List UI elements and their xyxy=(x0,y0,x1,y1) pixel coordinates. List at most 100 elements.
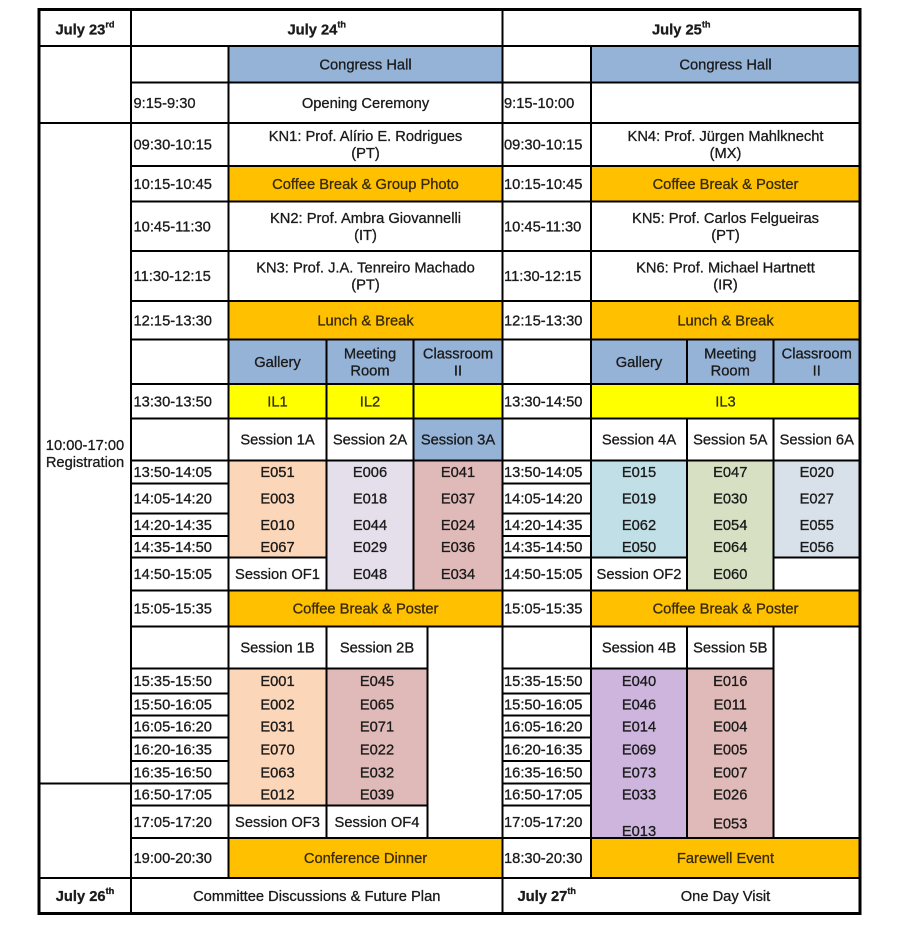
svg-text:Session 1A: Session 1A xyxy=(240,433,315,449)
svg-text:14:50-15:05: 14:50-15:05 xyxy=(504,567,582,583)
svg-text:Farewell Event: Farewell Event xyxy=(677,851,774,867)
svg-text:13:50-14:05: 13:50-14:05 xyxy=(504,465,582,481)
svg-text:17:05-17:20: 17:05-17:20 xyxy=(504,815,582,831)
svg-text:E019: E019 xyxy=(622,492,656,508)
svg-text:E026: E026 xyxy=(713,788,747,804)
svg-text:Session 5A: Session 5A xyxy=(693,433,768,449)
svg-text:17:05-17:20: 17:05-17:20 xyxy=(134,815,212,831)
svg-text:14:50-15:05: 14:50-15:05 xyxy=(134,567,212,583)
svg-text:Lunch & Break: Lunch & Break xyxy=(677,313,774,329)
svg-text:July 24th: July 24th xyxy=(288,19,347,38)
svg-text:E020: E020 xyxy=(800,465,834,481)
svg-text:(PT): (PT) xyxy=(711,228,740,244)
svg-text:E033: E033 xyxy=(622,788,656,804)
svg-text:E047: E047 xyxy=(713,465,747,481)
svg-text:Session 4A: Session 4A xyxy=(602,433,677,449)
svg-text:13:30-14:50: 13:30-14:50 xyxy=(504,394,582,410)
svg-text:Session OF3: Session OF3 xyxy=(235,815,320,831)
svg-text:E053: E053 xyxy=(713,817,747,833)
svg-text:E054: E054 xyxy=(713,518,747,534)
svg-text:Coffee Break & Poster: Coffee Break & Poster xyxy=(293,602,439,618)
svg-text:E040: E040 xyxy=(622,674,656,690)
svg-text:E030: E030 xyxy=(713,492,747,508)
svg-text:E041: E041 xyxy=(441,465,475,481)
svg-text:E044: E044 xyxy=(353,518,387,534)
svg-text:10:15-10:45: 10:15-10:45 xyxy=(134,177,212,193)
svg-text:E002: E002 xyxy=(260,698,294,714)
svg-text:13:30-13:50: 13:30-13:50 xyxy=(134,394,212,410)
svg-text:E006: E006 xyxy=(353,465,387,481)
svg-text:IL2: IL2 xyxy=(360,394,380,410)
svg-text:14:35-14:50: 14:35-14:50 xyxy=(504,540,582,556)
svg-text:Session 4B: Session 4B xyxy=(602,641,677,657)
svg-text:Session 2B: Session 2B xyxy=(340,641,415,657)
svg-text:Congress Hall: Congress Hall xyxy=(319,57,411,73)
svg-text:Session 1B: Session 1B xyxy=(240,641,315,657)
svg-text:E051: E051 xyxy=(260,465,294,481)
svg-text:July 23rd: July 23rd xyxy=(56,19,115,38)
svg-text:12:15-13:30: 12:15-13:30 xyxy=(134,313,212,329)
svg-text:Committee Discussions & Future: Committee Discussions & Future Plan xyxy=(193,889,440,905)
svg-text:15:35-15:50: 15:35-15:50 xyxy=(134,674,212,690)
svg-text:July 26th: July 26th xyxy=(56,886,115,905)
svg-text:E024: E024 xyxy=(441,518,475,534)
svg-text:E069: E069 xyxy=(622,742,656,758)
svg-text:IL1: IL1 xyxy=(267,394,287,410)
svg-text:E064: E064 xyxy=(713,540,747,556)
svg-text:E036: E036 xyxy=(441,540,475,556)
svg-text:Session OF4: Session OF4 xyxy=(335,815,420,831)
svg-text:Session OF1: Session OF1 xyxy=(235,567,320,583)
svg-text:15:50-16:05: 15:50-16:05 xyxy=(134,698,212,714)
svg-text:16:20-16:35: 16:20-16:35 xyxy=(504,742,582,758)
svg-text:E001: E001 xyxy=(260,674,294,690)
svg-text:II: II xyxy=(813,363,821,379)
svg-text:16:50-17:05: 16:50-17:05 xyxy=(134,788,212,804)
svg-text:09:30-10:15: 09:30-10:15 xyxy=(134,138,212,154)
svg-text:14:35-14:50: 14:35-14:50 xyxy=(134,540,212,556)
svg-text:11:30-12:15: 11:30-12:15 xyxy=(134,269,211,285)
svg-text:KN5: Prof. Carlos Felgueiras: KN5: Prof. Carlos Felgueiras xyxy=(632,211,819,227)
svg-text:15:05-15:35: 15:05-15:35 xyxy=(134,602,212,618)
svg-text:14:05-14:20: 14:05-14:20 xyxy=(134,492,212,508)
svg-text:E037: E037 xyxy=(441,492,475,508)
svg-text:Conference Dinner: Conference Dinner xyxy=(304,851,427,867)
svg-text:Session OF2: Session OF2 xyxy=(597,567,682,583)
svg-text:Room: Room xyxy=(711,363,750,379)
svg-text:E067: E067 xyxy=(260,540,294,556)
svg-text:E063: E063 xyxy=(260,765,294,781)
svg-text:E016: E016 xyxy=(713,674,747,690)
svg-text:KN2: Prof. Ambra Giovannelli: KN2: Prof. Ambra Giovannelli xyxy=(270,211,461,227)
svg-text:July 27th: July 27th xyxy=(518,886,577,905)
svg-text:19:00-20:30: 19:00-20:30 xyxy=(134,851,212,867)
svg-text:12:15-13:30: 12:15-13:30 xyxy=(504,313,582,329)
svg-text:E015: E015 xyxy=(622,465,656,481)
svg-text:E048: E048 xyxy=(353,567,387,583)
svg-text:9:15-10:00: 9:15-10:00 xyxy=(504,96,574,112)
svg-text:16:35-16:50: 16:35-16:50 xyxy=(134,765,212,781)
svg-text:E011: E011 xyxy=(714,698,747,714)
svg-text:E062: E062 xyxy=(622,518,656,534)
svg-text:Classroom: Classroom xyxy=(423,346,493,362)
svg-text:(IT): (IT) xyxy=(354,228,377,244)
svg-text:16:50-17:05: 16:50-17:05 xyxy=(504,788,582,804)
svg-text:E073: E073 xyxy=(622,765,656,781)
svg-text:15:35-15:50: 15:35-15:50 xyxy=(504,674,582,690)
svg-text:16:20-16:35: 16:20-16:35 xyxy=(134,742,212,758)
svg-text:18:30-20:30: 18:30-20:30 xyxy=(504,851,582,867)
svg-text:E071: E071 xyxy=(360,720,394,736)
svg-text:Congress Hall: Congress Hall xyxy=(679,57,771,73)
svg-text:15:05-15:35: 15:05-15:35 xyxy=(504,602,582,618)
svg-text:E034: E034 xyxy=(441,567,475,583)
svg-text:(MX): (MX) xyxy=(710,146,742,162)
svg-text:KN3: Prof. J.A. Tenreiro Macha: KN3: Prof. J.A. Tenreiro Machado xyxy=(256,261,475,277)
svg-text:14:05-14:20: 14:05-14:20 xyxy=(504,492,582,508)
svg-text:E055: E055 xyxy=(800,518,834,534)
svg-text:Session 5B: Session 5B xyxy=(693,641,768,657)
svg-text:16:05-16:20: 16:05-16:20 xyxy=(504,720,582,736)
svg-text:E031: E031 xyxy=(260,720,294,736)
svg-text:E007: E007 xyxy=(713,765,747,781)
svg-text:14:20-14:35: 14:20-14:35 xyxy=(504,518,582,534)
svg-text:E046: E046 xyxy=(622,698,656,714)
svg-text:10:45-11:30: 10:45-11:30 xyxy=(504,219,581,235)
svg-text:E004: E004 xyxy=(713,720,747,736)
